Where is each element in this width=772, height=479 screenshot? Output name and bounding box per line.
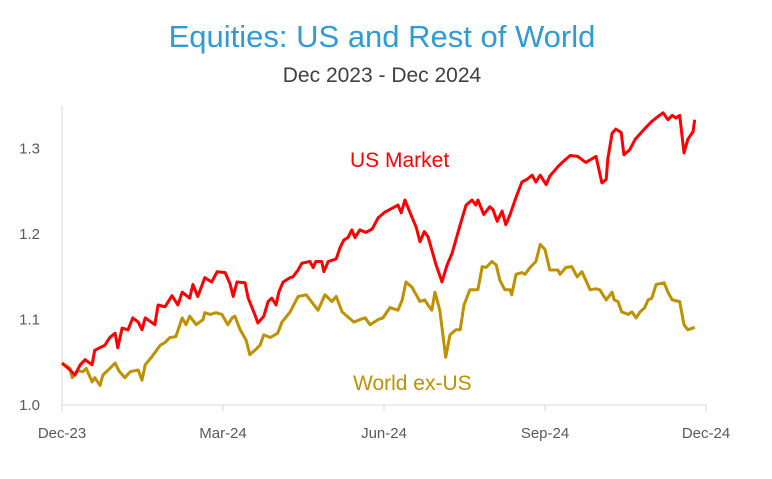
world-ex-us-line	[61, 242, 696, 387]
y-tick-label: 1.2	[19, 226, 40, 243]
x-tick-label: Jun-24	[361, 425, 407, 442]
x-tick-label: Dec-23	[38, 425, 86, 442]
y-tick-label: 1.0	[19, 397, 40, 414]
x-tick-label: Dec-24	[682, 425, 730, 442]
y-tick-label: 1.3	[19, 141, 40, 158]
us-market-line	[61, 111, 697, 377]
chart-title: Equities: US and Rest of World	[169, 19, 596, 54]
chart-subtitle: Dec 2023 - Dec 2024	[283, 64, 482, 87]
us-market-label: US Market	[350, 149, 449, 172]
x-tick-label: Mar-24	[199, 425, 247, 442]
world-ex-us-label: World ex-US	[353, 372, 472, 395]
x-tick-label: Sep-24	[521, 425, 569, 442]
y-tick-label: 1.1	[19, 312, 40, 329]
